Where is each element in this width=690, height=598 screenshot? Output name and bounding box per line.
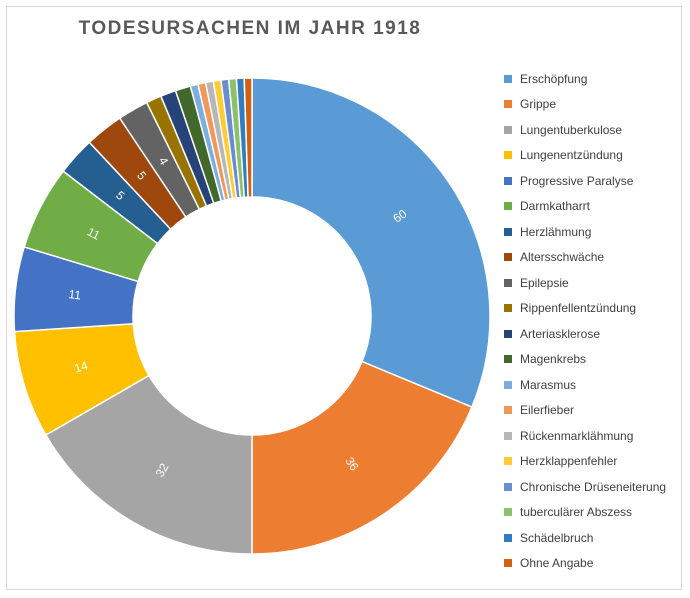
legend-label: Altersschwäche (520, 250, 605, 265)
legend-item: Chronische Drüseneiterung (504, 474, 684, 500)
legend-swatch (504, 406, 512, 415)
legend-label: Magenkrebs (520, 352, 587, 367)
legend-swatch (504, 380, 512, 389)
slice-0 (251, 77, 491, 409)
legend-label: Erschöpfung (520, 71, 588, 86)
legend-item: Arteriasklerose (504, 321, 684, 347)
legend-label: Eilerfieber (520, 403, 575, 418)
legend-swatch (504, 278, 512, 287)
legend-item: Herzlähmung (504, 219, 684, 245)
legend-swatch (504, 482, 512, 491)
legend-swatch (504, 559, 512, 568)
legend-swatch (504, 253, 512, 262)
legend-swatch (504, 100, 512, 109)
legend-label: Arteriasklerose (520, 326, 601, 341)
data-label-2: 32 (153, 461, 172, 480)
legend-swatch (504, 355, 512, 364)
legend-item: Grippe (504, 92, 684, 118)
legend-item: Marasmus (504, 372, 684, 398)
legend-item: Rückenmarklähmung (504, 423, 684, 449)
legend-swatch (504, 304, 512, 313)
legend-item: Herzklappenfehler (504, 449, 684, 475)
legend-swatch (504, 533, 512, 542)
legend-label: Progressive Paralyse (520, 173, 634, 188)
legend-swatch (504, 508, 512, 517)
legend-label: Lungenentzündung (520, 148, 623, 163)
legend-item: Magenkrebs (504, 347, 684, 373)
legend-item: Ohne Angabe (504, 551, 684, 577)
legend-swatch (504, 125, 512, 134)
legend-swatch (504, 227, 512, 236)
legend-swatch (504, 457, 512, 466)
legend-swatch (504, 431, 512, 440)
legend-label: Lungentuberkulose (520, 122, 623, 137)
legend-item: tuberculärer Abszess (504, 500, 684, 526)
legend-item: Epilepsie (504, 270, 684, 296)
legend-item: Darmkatharrt (504, 194, 684, 220)
legend-label: Rippenfellentzündung (520, 301, 637, 316)
legend-label: tuberculärer Abszess (520, 505, 633, 520)
legend-swatch (504, 329, 512, 338)
slice-1 (251, 360, 473, 555)
legend-swatch (504, 151, 512, 160)
legend-label: Herzlähmung (520, 224, 592, 239)
legend-label: Herzklappenfehler (520, 454, 618, 469)
legend-item: Lungentuberkulose (504, 117, 684, 143)
data-label-3: 14 (73, 358, 90, 375)
chart-legend: Erschöpfung Grippe Lungentuberkulose Lungen… (504, 66, 684, 576)
legend-item: Erschöpfung (504, 66, 684, 92)
slice-19 (243, 77, 253, 198)
legend-swatch (504, 202, 512, 211)
legend-item: Rippenfellentzündung (504, 296, 684, 322)
legend-swatch (504, 176, 512, 185)
chart-title: TODESURSACHEN IM JAHR 1918 (78, 18, 422, 39)
legend-label: Epilepsie (520, 275, 569, 290)
legend-item: Schädelbruch (504, 525, 684, 551)
legend-label: Marasmus (520, 377, 577, 392)
legend-label: Schädelbruch (520, 530, 594, 545)
data-label-5: 11 (85, 225, 103, 243)
legend-item: Lungenentzündung (504, 143, 684, 169)
legend-label: Grippe (520, 97, 557, 112)
legend-label: Darmkatharrt (520, 199, 591, 214)
legend-label: Rückenmarklähmung (520, 428, 634, 443)
data-label-4: 11 (68, 287, 82, 302)
legend-label: Ohne Angabe (520, 556, 594, 571)
legend-item: Altersschwäche (504, 245, 684, 271)
legend-label: Chronische Drüseneiterung (520, 479, 667, 494)
legend-swatch (504, 74, 512, 83)
doughnut-slices (13, 77, 491, 555)
slice-2 (44, 374, 253, 555)
legend-item: Progressive Paralyse (504, 168, 684, 194)
legend-item: Eilerfieber (504, 398, 684, 424)
